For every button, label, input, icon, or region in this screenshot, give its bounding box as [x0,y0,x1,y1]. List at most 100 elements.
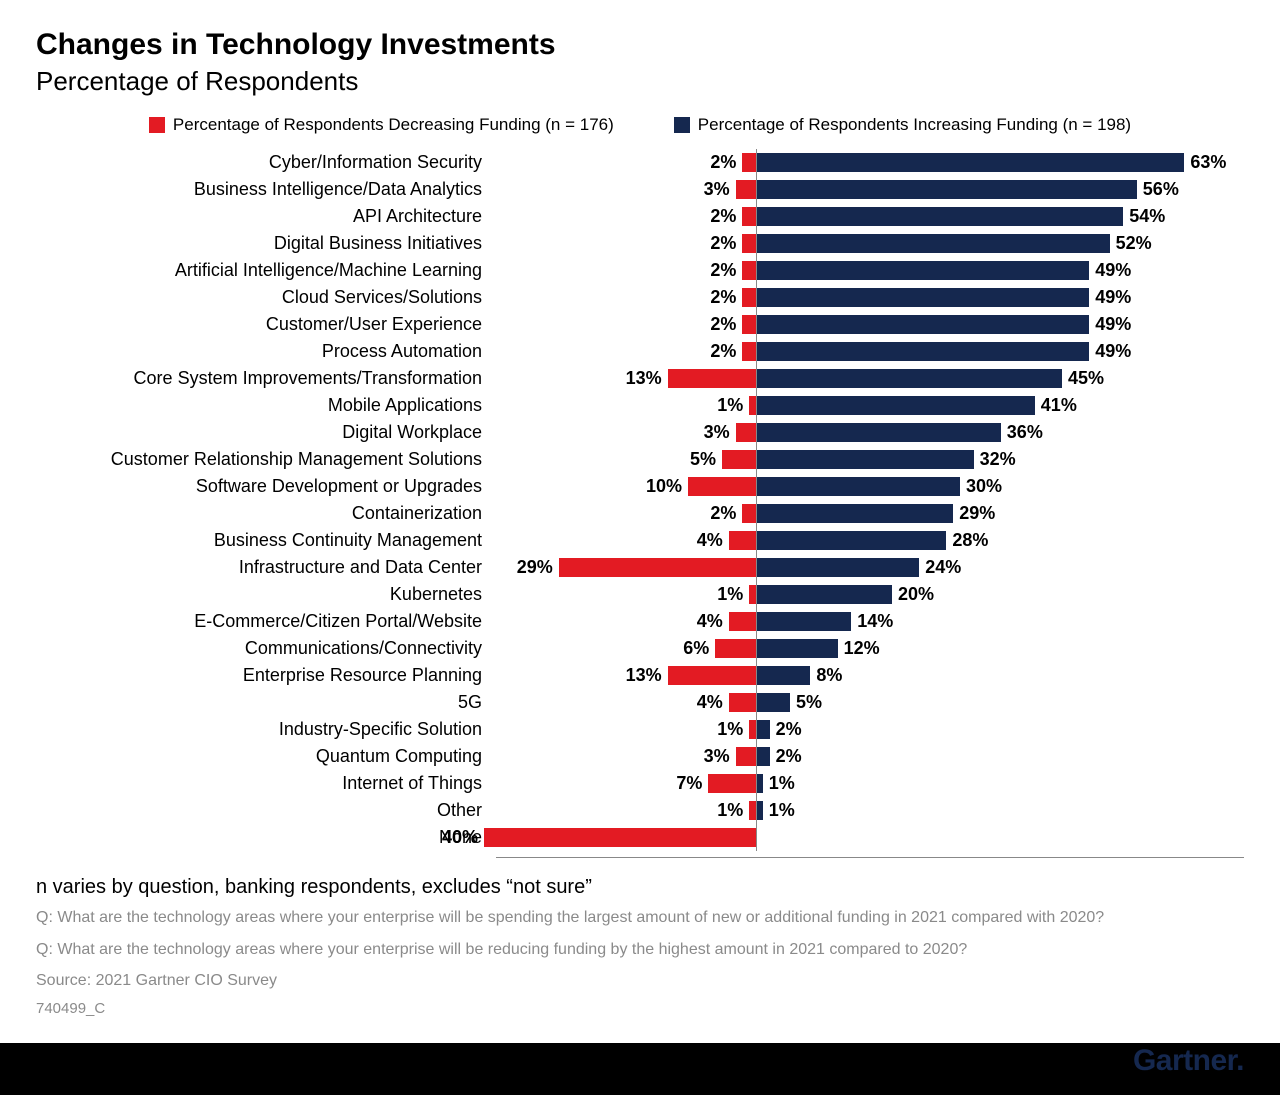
bar-group: 4%14% [496,608,1244,635]
category-label: Business Intelligence/Data Analytics [36,179,496,200]
category-label: Business Continuity Management [36,530,496,551]
bar-group: 2%49% [496,257,1244,284]
category-label: Digital Workplace [36,422,496,443]
increase-value: 30% [960,476,1002,497]
bar-group: 2% 52% [496,230,1244,257]
chart-row: Infrastructure and Data Center 29% 24% [36,554,1244,581]
decrease-value: 4% [697,530,729,551]
increase-bar [756,180,1137,199]
category-label: API Architecture [36,206,496,227]
decrease-value: 40% [442,827,484,848]
increase-bar [756,693,790,712]
chart-row: Software Development or Upgrades10%30% [36,473,1244,500]
category-label: Other [36,800,496,821]
increase-bar [756,369,1062,388]
bar-group: 2%29% [496,500,1244,527]
increase-bar [756,342,1089,361]
decrease-bar [668,666,756,685]
chart-row: Core System Improvements/Transformation1… [36,365,1244,392]
footer-bar: Gartner. [0,1043,1280,1095]
increase-bar [756,531,946,550]
decrease-bar [736,180,756,199]
category-label: Communications/Connectivity [36,638,496,659]
increase-bar [756,153,1184,172]
increase-value: 45% [1062,368,1104,389]
increase-value: 41% [1035,395,1077,416]
increase-value: 49% [1089,314,1131,335]
decrease-value: 1% [717,719,749,740]
decrease-bar [742,261,756,280]
category-label: Core System Improvements/Transformation [36,368,496,389]
decrease-value: 2% [710,287,742,308]
decrease-bar [749,720,756,739]
bar-group: 2% 49% [496,284,1244,311]
decrease-bar [484,828,756,847]
chart-container: Changes in Technology Investments Percen… [0,0,1280,1043]
increase-value: 2% [770,719,802,740]
bar-group: 40% [496,824,1244,851]
category-label: 5G [36,692,496,713]
bar-group: 4% 28% [496,527,1244,554]
bar-group: 10%30% [496,473,1244,500]
bar-group: 13%8% [496,662,1244,689]
bar-group: 5%32% [496,446,1244,473]
bar-group: 2%54% [496,203,1244,230]
decrease-value: 7% [676,773,708,794]
decrease-bar [715,639,756,658]
bar-group: 2%63% [496,149,1244,176]
increase-bar [756,774,763,793]
x-axis-baseline [496,857,1244,858]
footnote-source: Source: 2021 Gartner CIO Survey [36,972,1244,990]
chart-row: Enterprise Resource Planning13%8% [36,662,1244,689]
increase-value: 24% [919,557,961,578]
decrease-value: 1% [717,395,749,416]
increase-bar [756,612,851,631]
decrease-value: 6% [683,638,715,659]
increase-bar [756,261,1089,280]
increase-bar [756,207,1123,226]
category-label: Enterprise Resource Planning [36,665,496,686]
increase-value: 20% [892,584,934,605]
decrease-bar [729,612,756,631]
decrease-value: 2% [710,233,742,254]
bar-group: 4%5% [496,689,1244,716]
increase-value: 52% [1110,233,1152,254]
bar-group: 2%49% [496,311,1244,338]
chart-row: E-Commerce/Citizen Portal/Website4%14% [36,608,1244,635]
increase-bar [756,585,892,604]
category-label: Kubernetes [36,584,496,605]
decrease-value: 4% [697,692,729,713]
chart-row: 5G4%5% [36,689,1244,716]
bar-group: 3%56% [496,176,1244,203]
increase-value: 49% [1089,287,1131,308]
legend: Percentage of Respondents Decreasing Fun… [36,115,1244,135]
legend-label-increase: Percentage of Respondents Increasing Fun… [698,115,1131,135]
decrease-value: 29% [517,557,559,578]
increase-value: 2% [770,746,802,767]
decrease-bar [729,693,756,712]
increase-bar [756,801,763,820]
decrease-bar [742,288,756,307]
chart-subtitle: Percentage of Respondents [36,66,1244,97]
decrease-value: 3% [704,179,736,200]
increase-value: 28% [946,530,988,551]
chart-row: Digital Business Initiatives2%52% [36,230,1244,257]
bar-group: 1% 2% [496,716,1244,743]
increase-value: 54% [1123,206,1165,227]
bar-group: 1% 41% [496,392,1244,419]
increase-value: 1% [763,800,795,821]
category-label: Customer Relationship Management Solutio… [36,449,496,470]
decrease-bar [749,585,756,604]
legend-item-decrease: Percentage of Respondents Decreasing Fun… [149,115,614,135]
increase-value: 29% [953,503,995,524]
decrease-bar [729,531,756,550]
increase-value: 1% [763,773,795,794]
decrease-bar [559,558,756,577]
decrease-bar [736,747,756,766]
decrease-bar [742,153,756,172]
category-label: Software Development or Upgrades [36,476,496,497]
chart-row: Internet of Things7%1% [36,770,1244,797]
category-label: Infrastructure and Data Center [36,557,496,578]
category-label: Industry-Specific Solution [36,719,496,740]
chart-row: Process Automation2%49% [36,338,1244,365]
